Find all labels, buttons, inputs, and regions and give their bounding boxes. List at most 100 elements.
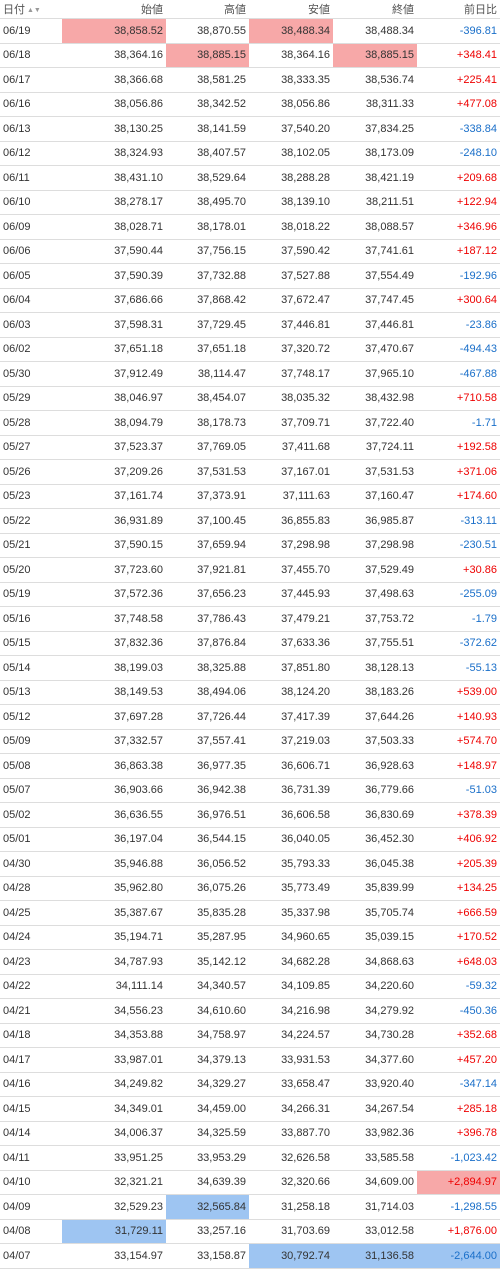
low-cell: 37,479.21 [249,606,333,632]
low-cell: 35,773.49 [249,876,333,901]
close-cell: 38,421.19 [333,165,417,191]
high-cell: 34,329.27 [166,1072,249,1097]
open-cell: 38,056.86 [62,92,166,117]
date-cell: 04/30 [0,851,62,877]
high-cell: 33,257.16 [166,1219,249,1244]
close-cell: 38,311.33 [333,92,417,117]
date-cell: 05/08 [0,753,62,779]
open-cell: 34,111.14 [62,974,166,999]
date-cell: 05/01 [0,827,62,852]
low-cell: 34,682.28 [249,949,333,975]
close-cell: 38,173.09 [333,141,417,166]
change-cell: -494.43 [417,337,500,362]
high-cell: 34,758.97 [166,1023,249,1048]
high-cell: 38,407.57 [166,141,249,166]
table-row: 04/17 33,987.01 34,379.13 33,931.53 34,377.6… [0,1047,500,1073]
high-cell: 38,178.01 [166,214,249,240]
change-cell: +170.52 [417,925,500,950]
change-cell: +285.18 [417,1096,500,1122]
high-cell: 37,373.91 [166,484,249,509]
date-cell: 04/18 [0,1023,62,1048]
high-cell: 36,942.38 [166,778,249,803]
close-cell: 31,136.58 [333,1243,417,1269]
change-cell: +225.41 [417,67,500,93]
table-row: 04/07 33,154.97 33,158.87 30,792.74 31,136.5… [0,1243,500,1269]
open-cell: 34,006.37 [62,1121,166,1146]
change-cell: +187.12 [417,239,500,264]
low-cell: 35,337.98 [249,900,333,926]
table-row: 04/08 31,729.11 33,257.16 31,703.69 33,012.5… [0,1219,500,1244]
close-cell: 36,830.69 [333,802,417,828]
table-row: 05/16 37,748.58 37,786.43 37,479.21 37,753.7… [0,606,500,632]
change-cell: -255.09 [417,582,500,607]
change-cell: -396.81 [417,18,500,44]
change-cell: -55.13 [417,655,500,681]
table-row: 06/05 37,590.39 37,732.88 37,527.88 37,554.4… [0,263,500,289]
open-cell: 37,686.66 [62,288,166,313]
high-cell: 38,870.55 [166,18,249,44]
close-cell: 38,536.74 [333,67,417,93]
high-cell: 36,976.51 [166,802,249,828]
close-column-header: 終値 [333,0,417,19]
table-row: 06/17 38,366.68 38,581.25 38,333.35 38,536.7… [0,67,500,93]
date-cell: 06/18 [0,43,62,68]
change-cell: -372.62 [417,631,500,656]
table-row: 04/30 35,946.88 36,056.52 35,793.33 36,045.3… [0,851,500,877]
date-cell: 05/30 [0,361,62,387]
low-cell: 36,040.05 [249,827,333,852]
table-row: 05/14 38,199.03 38,325.88 37,851.80 38,128.1… [0,655,500,681]
high-cell: 37,732.88 [166,263,249,289]
date-cell: 06/19 [0,18,62,44]
date-cell: 05/15 [0,631,62,656]
change-cell: +134.25 [417,876,500,901]
open-cell: 31,729.11 [62,1219,166,1244]
open-cell: 38,278.17 [62,190,166,215]
open-cell: 37,523.37 [62,435,166,460]
table-row: 06/12 38,324.93 38,407.57 38,102.05 38,173.0… [0,141,500,166]
high-cell: 35,835.28 [166,900,249,926]
low-cell: 37,709.71 [249,410,333,436]
low-cell: 37,167.01 [249,459,333,485]
high-cell: 33,158.87 [166,1243,249,1269]
date-column-header[interactable]: 日付 ▲▼ [0,0,62,19]
close-cell: 37,498.63 [333,582,417,607]
open-cell: 34,249.82 [62,1072,166,1097]
table-row: 04/10 32,321.21 34,639.39 32,320.66 34,609.0… [0,1170,500,1195]
open-cell: 36,931.89 [62,508,166,534]
change-cell: +348.41 [417,43,500,68]
table-row: 06/19 38,858.52 38,870.55 38,488.34 38,488.3… [0,18,500,44]
open-cell: 37,209.26 [62,459,166,485]
table-row: 06/16 38,056.86 38,342.52 38,056.86 38,311.3… [0,92,500,117]
low-cell: 37,633.36 [249,631,333,656]
open-cell: 37,590.39 [62,263,166,289]
date-cell: 04/24 [0,925,62,950]
high-cell: 38,325.88 [166,655,249,681]
change-cell: -230.51 [417,533,500,558]
date-cell: 06/03 [0,312,62,338]
close-cell: 33,982.36 [333,1121,417,1146]
high-cell: 34,325.59 [166,1121,249,1146]
table-row: 05/26 37,209.26 37,531.53 37,167.01 37,531.5… [0,459,500,485]
table-row: 04/25 35,387.67 35,835.28 35,337.98 35,705.7… [0,900,500,926]
change-cell: +574.70 [417,729,500,754]
low-cell: 33,658.47 [249,1072,333,1097]
date-cell: 05/07 [0,778,62,803]
close-cell: 35,839.99 [333,876,417,901]
change-column-header: 前日比 [417,0,500,19]
open-cell: 35,194.71 [62,925,166,950]
low-column-header: 安値 [249,0,333,19]
close-cell: 38,885.15 [333,43,417,68]
date-cell: 05/20 [0,557,62,583]
open-cell: 38,858.52 [62,18,166,44]
high-cell: 38,141.59 [166,116,249,142]
table-row: 04/09 32,529.23 32,565.84 31,258.18 31,714.0… [0,1194,500,1220]
change-cell: -338.84 [417,116,500,142]
open-cell: 37,832.36 [62,631,166,656]
high-cell: 37,531.53 [166,459,249,485]
high-cell: 37,769.05 [166,435,249,460]
low-cell: 37,219.03 [249,729,333,754]
close-cell: 38,488.34 [333,18,417,44]
open-cell: 37,572.36 [62,582,166,607]
sort-icon[interactable]: ▲▼ [27,6,41,14]
change-cell: +346.96 [417,214,500,240]
